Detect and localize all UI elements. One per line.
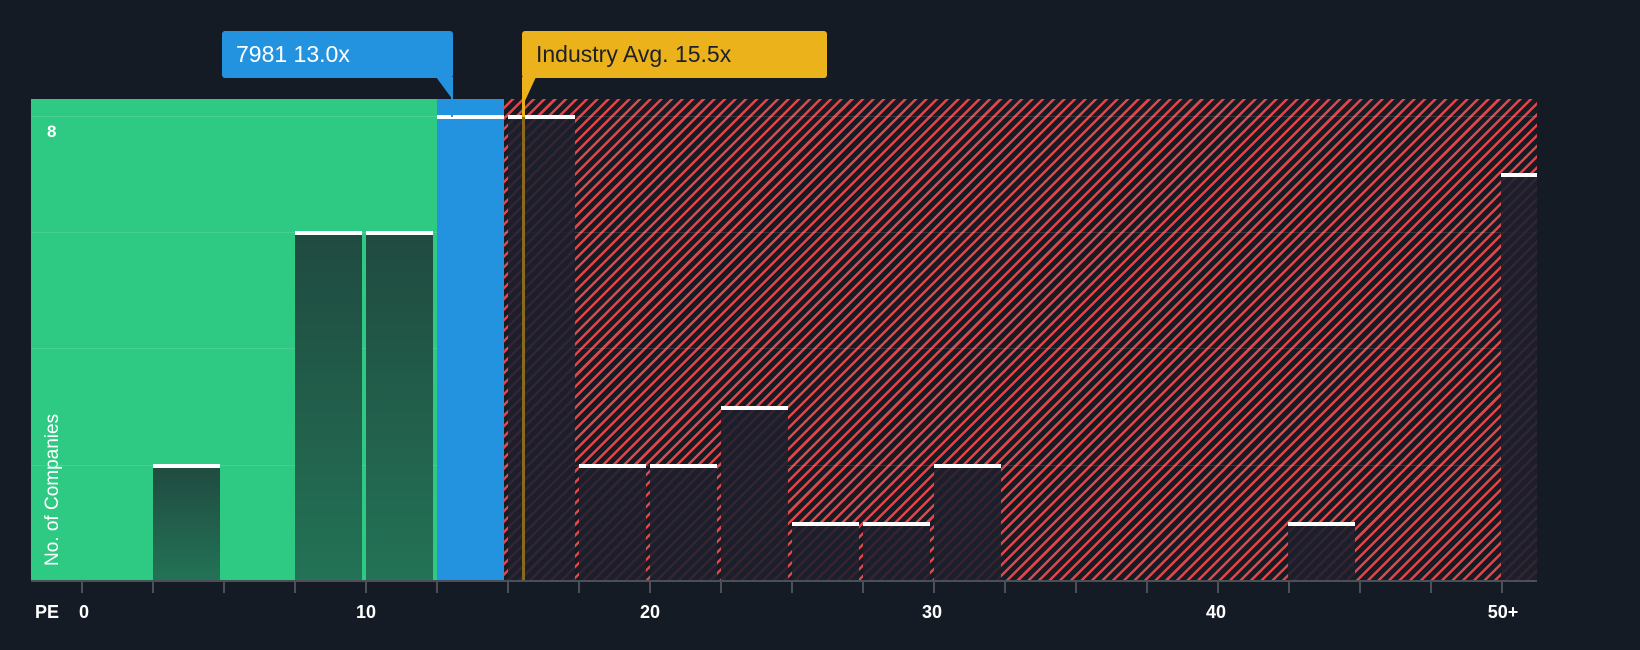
x-tick	[365, 581, 367, 593]
bar-cap	[792, 522, 859, 526]
histogram-bar	[579, 465, 646, 581]
bar-cap	[366, 231, 433, 235]
bar-cap	[1501, 173, 1537, 177]
x-tick	[507, 581, 509, 593]
x-tick	[720, 581, 722, 593]
histogram-bar	[934, 465, 1001, 581]
company-callout-pointer	[436, 77, 453, 117]
x-tick	[862, 581, 864, 593]
x-tick-label: 30	[921, 602, 943, 622]
x-tick	[1004, 581, 1006, 593]
x-tick-label: 50+	[1487, 602, 1519, 622]
x-tick	[649, 581, 651, 593]
industry-avg-callout: Industry Avg. 15.5x	[522, 31, 827, 78]
bar-cap	[1288, 522, 1355, 526]
bar-cap	[863, 522, 930, 526]
x-tick-label: 20	[639, 602, 661, 622]
histogram-bar	[366, 232, 433, 581]
histogram-bar	[792, 523, 859, 581]
x-tick	[1146, 581, 1148, 593]
industry-average-line	[522, 99, 525, 581]
bar-cap	[934, 464, 1001, 468]
x-tick	[578, 581, 580, 593]
x-tick	[1217, 581, 1219, 593]
x-tick	[1359, 581, 1361, 593]
x-tick	[933, 581, 935, 593]
x-axis-prefix: PE	[35, 602, 60, 622]
x-tick	[1430, 581, 1432, 593]
x-tick	[436, 581, 438, 593]
x-tick-label: 0	[78, 602, 90, 622]
bar-cap	[650, 464, 717, 468]
histogram-bar	[650, 465, 717, 581]
histogram-bar	[1288, 523, 1355, 581]
industry-callout-pointer	[522, 77, 536, 117]
company-pe-callout: 7981 13.0x	[222, 31, 453, 78]
y-axis-label: No. of Companies	[42, 413, 63, 566]
bar-cap	[508, 115, 575, 119]
histogram-bar	[863, 523, 930, 581]
bar-cap	[721, 406, 788, 410]
bar-cap	[579, 464, 646, 468]
x-tick	[1288, 581, 1290, 593]
bar-cap	[153, 464, 220, 468]
y-tick-label: 8	[47, 122, 57, 141]
gridline	[31, 232, 1537, 233]
industry-avg-label: Industry Avg. 15.5x	[536, 41, 732, 67]
x-tick	[223, 581, 225, 593]
x-axis-line	[31, 580, 1537, 582]
x-tick	[81, 581, 83, 593]
histogram-bar	[508, 116, 575, 581]
x-tick	[791, 581, 793, 593]
x-tick	[1501, 581, 1503, 593]
histogram-bar	[295, 232, 362, 581]
x-tick	[294, 581, 296, 593]
x-tick-label: 10	[355, 602, 377, 622]
histogram-bar	[721, 407, 788, 581]
overvalued-zone	[504, 99, 1537, 581]
gridline	[31, 116, 1537, 117]
bar-cap	[295, 231, 362, 235]
bar-cap	[437, 115, 504, 119]
x-tick	[1075, 581, 1077, 593]
x-tick-label: 40	[1205, 602, 1227, 622]
histogram-bar	[1501, 174, 1537, 581]
gridline	[31, 348, 1537, 349]
histogram-bar	[153, 465, 220, 581]
x-tick	[152, 581, 154, 593]
company-bar	[437, 99, 504, 581]
company-pe-label: 7981 13.0x	[236, 41, 350, 67]
